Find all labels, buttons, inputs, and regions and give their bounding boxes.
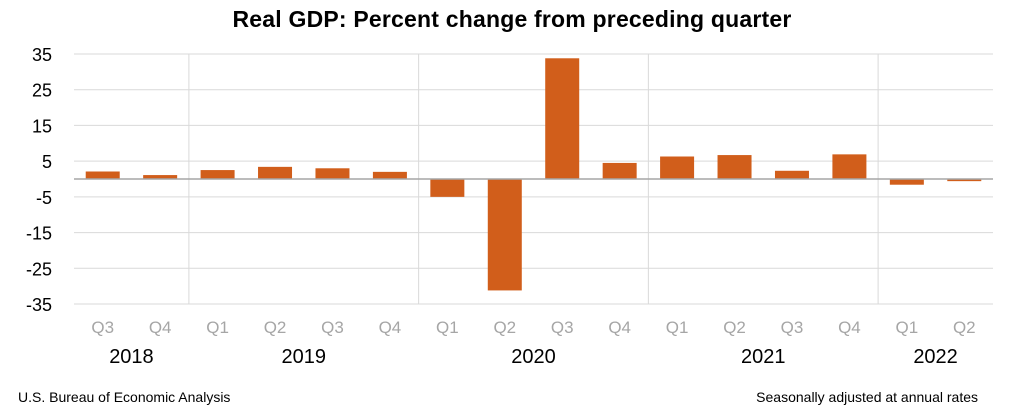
bar (258, 166, 293, 179)
bar (487, 179, 522, 291)
x-tick-label: Q1 (436, 318, 459, 337)
x-tick-label: Q2 (953, 318, 976, 337)
x-tick-label: Q3 (321, 318, 344, 337)
bar (717, 155, 752, 179)
seasonal-adjustment-note: Seasonally adjusted at annual rates (756, 389, 978, 405)
bar (430, 179, 465, 197)
y-tick-label: -5 (36, 188, 52, 208)
source-note: U.S. Bureau of Economic Analysis (18, 389, 231, 405)
bar (372, 171, 407, 179)
year-label: 2019 (282, 346, 327, 368)
x-tick-label: Q4 (608, 318, 631, 337)
x-tick-label: Q3 (551, 318, 574, 337)
y-tick-label: 25 (32, 81, 52, 101)
bar (143, 175, 178, 179)
x-tick-label: Q1 (206, 318, 229, 337)
year-label: 2022 (913, 346, 958, 368)
year-label: 2018 (109, 346, 154, 368)
y-tick-label: 5 (42, 152, 52, 172)
bar (947, 179, 982, 182)
bar (545, 58, 580, 179)
x-tick-label: Q3 (91, 318, 114, 337)
bar (660, 156, 695, 179)
chart-title: Real GDP: Percent change from preceding … (232, 6, 792, 32)
x-tick-label: Q4 (149, 318, 172, 337)
y-tick-label: -35 (26, 295, 52, 315)
bar (200, 170, 235, 179)
y-tick-label: -15 (26, 224, 52, 244)
bar (315, 168, 350, 179)
x-tick-label: Q2 (264, 318, 287, 337)
bar (85, 171, 120, 179)
bar (602, 162, 637, 179)
y-tick-label: 15 (32, 116, 52, 136)
x-tick-label: Q4 (838, 318, 861, 337)
year-label: 2021 (741, 346, 786, 368)
y-tick-label: 35 (32, 45, 52, 65)
x-tick-label: Q2 (493, 318, 516, 337)
bar (889, 179, 924, 185)
x-tick-label: Q2 (723, 318, 746, 337)
x-tick-label: Q1 (896, 318, 919, 337)
y-tick-label: -25 (26, 259, 52, 279)
x-tick-label: Q1 (666, 318, 689, 337)
bar (832, 154, 867, 179)
bar (774, 170, 809, 179)
x-tick-label: Q4 (379, 318, 402, 337)
year-label: 2020 (511, 346, 556, 368)
x-tick-label: Q3 (781, 318, 804, 337)
